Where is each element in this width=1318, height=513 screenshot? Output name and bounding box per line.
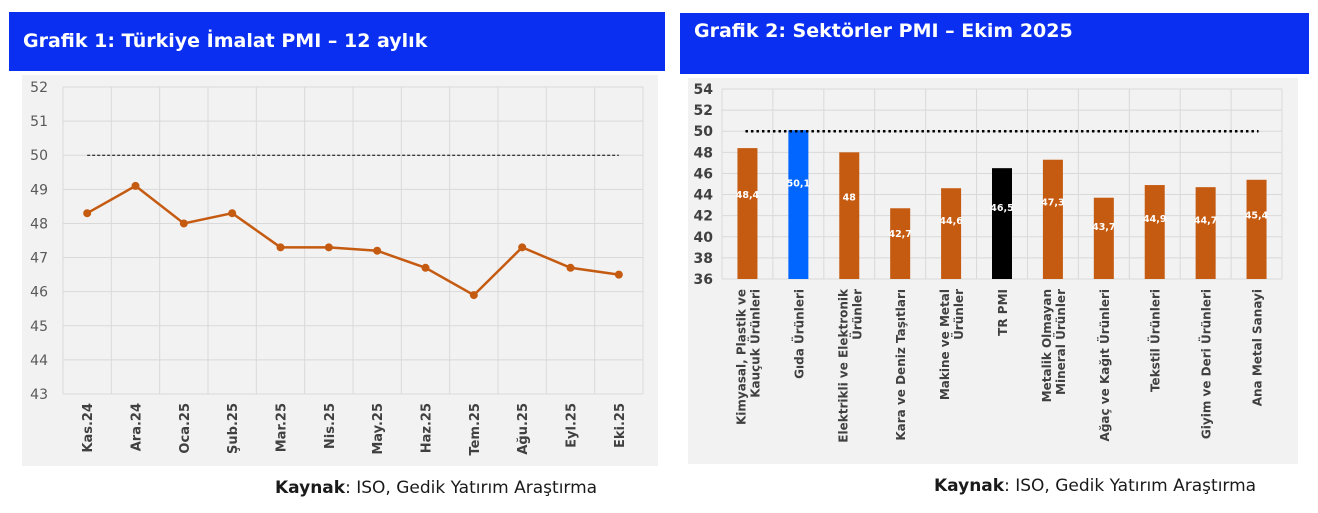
y-tick-label: 52 <box>694 103 713 119</box>
pmi-data-point <box>324 243 333 252</box>
pmi-data-point <box>373 246 382 255</box>
y-tick-label: 46 <box>694 166 713 182</box>
x-tick-label: Gıda Ürünleri <box>791 289 806 379</box>
y-tick-label: 44 <box>30 353 48 369</box>
pmi-data-point <box>469 291 478 300</box>
x-tick-label: Ağu.25 <box>516 403 531 455</box>
x-tick-label: Mineral Ürünler <box>1053 289 1068 395</box>
pmi-data-point <box>83 209 92 218</box>
pmi-data-point <box>566 263 575 272</box>
x-tick-label: Metalik Olmayan <box>1040 289 1054 402</box>
y-tick-label: 43 <box>30 387 48 403</box>
x-tick-label: Ürünler <box>951 289 966 340</box>
x-tick-label: Tekstil Ürünleri <box>1148 289 1163 392</box>
sector-bar <box>1195 187 1216 279</box>
x-tick-label: TR PMI <box>996 289 1010 336</box>
x-tick-label: Şub.25 <box>226 403 241 454</box>
y-tick-label: 36 <box>694 272 713 288</box>
source-text: : ISO, Gedik Yatırım Araştırma <box>345 478 598 498</box>
bar-data-label: 45,4 <box>1245 211 1269 222</box>
bar-data-label: 47,3 <box>1041 197 1064 208</box>
y-tick-label: 40 <box>694 230 714 246</box>
x-tick-label: May.25 <box>371 403 386 455</box>
x-tick-label: Tem.25 <box>468 403 483 456</box>
bar-data-label: 44,9 <box>1143 214 1166 225</box>
sector-bar <box>788 130 809 279</box>
y-tick-label: 48 <box>30 216 48 232</box>
chart1-source-note: Kaynak: ISO, Gedik Yatırım Araştırma <box>275 478 597 498</box>
bar-data-label: 48 <box>843 193 857 204</box>
y-tick-label: 50 <box>30 148 48 164</box>
y-tick-label: 46 <box>30 285 48 301</box>
x-tick-label: Kas.24 <box>81 403 96 453</box>
pmi-data-point <box>276 243 285 252</box>
bar-data-label: 44,6 <box>939 216 963 227</box>
sector-bar <box>1042 159 1063 279</box>
x-tick-label: Eyl.25 <box>565 403 580 448</box>
bar-data-label: 44,7 <box>1194 215 1217 226</box>
x-tick-label: Kara ve Deniz Taşıtları <box>894 289 908 441</box>
source-label: Kaynak <box>275 478 346 498</box>
chart1-title: Grafik 1: Türkiye İmalat PMI – 12 aylık <box>9 12 665 71</box>
x-tick-label: Ağaç ve Kağıt Ürünleri <box>1097 289 1112 441</box>
y-tick-label: 50 <box>694 124 714 140</box>
x-tick-label: Elektrikli ve Elektronik <box>836 288 850 443</box>
bar-data-label: 42,7 <box>888 229 911 240</box>
x-tick-label: Kauçuk Ürünleri <box>747 289 762 398</box>
y-tick-label: 49 <box>30 182 48 198</box>
bar-data-label: 50,1 <box>787 178 810 189</box>
bar-data-label: 46,5 <box>990 203 1013 214</box>
pmi-data-point <box>614 270 623 279</box>
bar-data-label: 48,4 <box>736 190 760 201</box>
x-tick-label: Giyim ve Deri Ürünleri <box>1199 289 1214 439</box>
y-tick-label: 45 <box>30 319 48 335</box>
x-tick-label: Eki.25 <box>613 403 628 448</box>
x-tick-label: Makine ve Metal <box>938 289 952 400</box>
sector-bar <box>941 188 962 279</box>
y-tick-label: 47 <box>30 251 48 267</box>
chart1-plot-background <box>22 75 658 466</box>
y-tick-label: 54 <box>694 82 714 98</box>
sector-bar <box>1144 185 1165 279</box>
x-tick-label: Oca.25 <box>178 403 193 454</box>
y-tick-label: 52 <box>30 80 48 96</box>
sector-bar <box>839 152 860 279</box>
pmi-series-line <box>86 184 620 297</box>
pmi-data-point <box>421 263 430 272</box>
y-tick-label: 38 <box>694 251 713 267</box>
source-label: Kaynak <box>934 476 1005 496</box>
pmi-data-point <box>518 243 527 252</box>
bar-data-label: 43,7 <box>1092 222 1115 233</box>
x-tick-label: Ara.24 <box>130 403 145 451</box>
y-tick-label: 48 <box>694 145 713 161</box>
sector-bar <box>1246 179 1267 279</box>
pmi-data-point <box>131 181 140 190</box>
x-tick-label: Mar.25 <box>275 403 290 452</box>
x-tick-label: Kimyasal, Plastik ve <box>734 289 748 425</box>
x-tick-label: Haz.25 <box>420 403 435 453</box>
sector-bar <box>890 208 911 279</box>
source-text: : ISO, Gedik Yatırım Araştırma <box>1004 476 1257 496</box>
x-tick-label: Nis.25 <box>323 403 338 449</box>
x-tick-label: Ana Metal Sanayi <box>1251 289 1265 406</box>
sector-bar <box>992 168 1012 279</box>
y-tick-label: 42 <box>694 209 713 225</box>
sector-bar <box>737 148 758 279</box>
pmi-data-point <box>228 209 237 218</box>
sector-bar <box>1093 197 1114 279</box>
chart2-title: Grafik 2: Sektörler PMI – Ekim 2025 <box>680 13 1309 74</box>
pmi-data-point <box>179 219 188 228</box>
y-tick-label: 44 <box>694 188 714 204</box>
y-tick-label: 51 <box>30 114 48 130</box>
chart2-source-note: Kaynak: ISO, Gedik Yatırım Araştırma <box>934 476 1256 496</box>
x-tick-label: Ürünler <box>849 289 864 340</box>
